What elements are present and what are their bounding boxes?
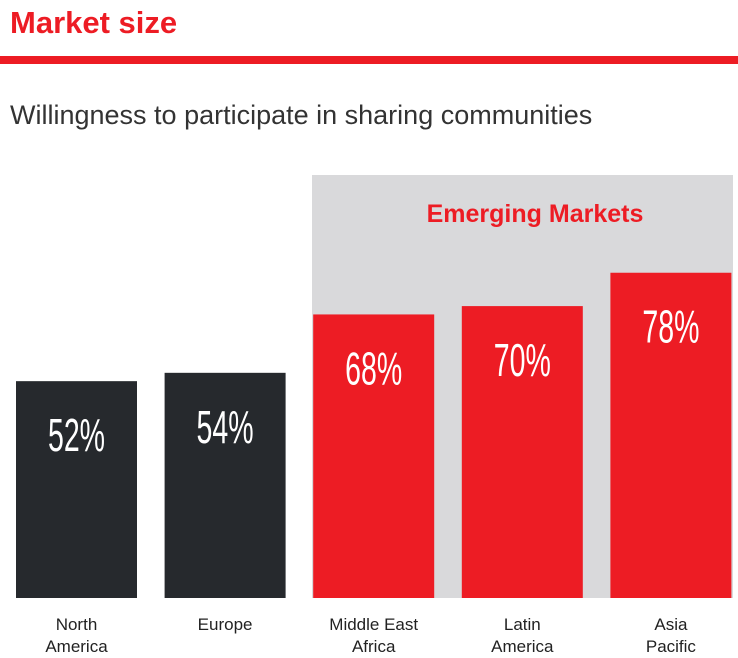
x-tick-label: Middle East Africa [329,615,418,656]
x-tick-label: Europe [198,615,253,634]
bar [461,306,583,598]
chart-title: Willingness to participate in sharing co… [10,100,592,130]
x-tick-label: North America [45,615,108,656]
bar [16,381,137,598]
x-tick-label: Latin America [491,615,554,656]
bar [164,372,286,598]
header: Market size [10,5,177,40]
value-label: 78% [642,302,699,354]
value-label: 54% [197,402,254,454]
value-label: 70% [494,335,551,387]
header-rule [0,56,738,64]
bar [313,314,435,598]
value-label: 52% [48,410,105,462]
bar [610,272,732,598]
x-tick-label: Asia Pacific [646,615,697,656]
annotation: Emerging Markets [427,200,644,228]
value-label: 68% [345,344,402,396]
